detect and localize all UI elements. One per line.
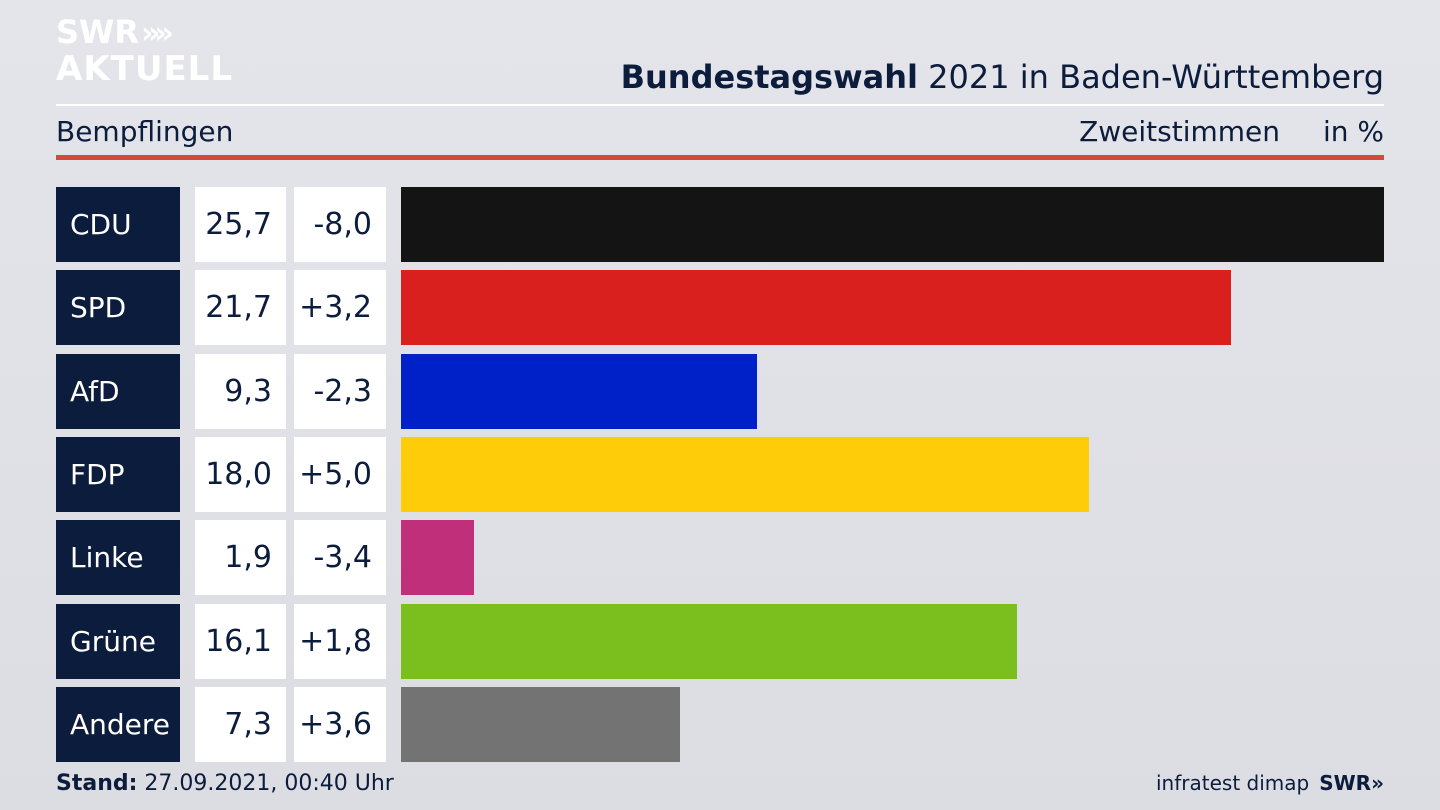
bar [401, 354, 757, 429]
bar-row: FDP 18,0 +5,0 [56, 437, 1384, 512]
value-label: 21,7 [195, 270, 286, 345]
value-label: 18,0 [195, 437, 286, 512]
value-label: 16,1 [195, 604, 286, 679]
bar-row: SPD 21,7 +3,2 [56, 270, 1384, 345]
bar-row: Grüne 16,1 +1,8 [56, 604, 1384, 679]
bar [401, 437, 1089, 512]
swr-logo-icon: SWR» [1319, 771, 1384, 795]
bar [401, 270, 1231, 345]
party-label: Linke [56, 520, 180, 595]
party-label: Andere [56, 687, 180, 762]
change-label: +3,2 [294, 270, 386, 345]
unit-label: in % [1322, 115, 1384, 148]
change-label: -8,0 [294, 187, 386, 262]
party-label: CDU [56, 187, 180, 262]
party-label: Grüne [56, 604, 180, 679]
source-credit: infratest dimap SWR» [1156, 771, 1384, 795]
divider-top [56, 104, 1384, 106]
swr-aktuell-logo: SWR»» AKTUELL [56, 13, 234, 89]
chart-title: Bundestagswahl 2021 in Baden-Württemberg [620, 58, 1384, 96]
change-label: +1,8 [294, 604, 386, 679]
value-label: 7,3 [195, 687, 286, 762]
party-label: AfD [56, 354, 180, 429]
bar-row: AfD 9,3 -2,3 [56, 354, 1384, 429]
change-label: -2,3 [294, 354, 386, 429]
bar [401, 604, 1017, 679]
bar-row: Andere 7,3 +3,6 [56, 687, 1384, 762]
change-label: +5,0 [294, 437, 386, 512]
value-label: 25,7 [195, 187, 286, 262]
chevron-logo-icon: » [140, 16, 161, 51]
bar [401, 687, 680, 762]
timestamp: Stand: 27.09.2021, 00:40 Uhr [56, 771, 394, 796]
party-label: SPD [56, 270, 180, 345]
bar [401, 187, 1384, 262]
value-label: 9,3 [195, 354, 286, 429]
change-label: -3,4 [294, 520, 386, 595]
bar-row: CDU 25,7 -8,0 [56, 187, 1384, 262]
change-label: +3,6 [294, 687, 386, 762]
region-label: Bempflingen [56, 115, 234, 148]
value-label: 1,9 [195, 520, 286, 595]
party-label: FDP [56, 437, 180, 512]
bar [401, 520, 474, 595]
bar-row: Linke 1,9 -3,4 [56, 520, 1384, 595]
divider-accent [56, 155, 1384, 160]
metric-label: Zweitstimmen [1079, 115, 1280, 148]
